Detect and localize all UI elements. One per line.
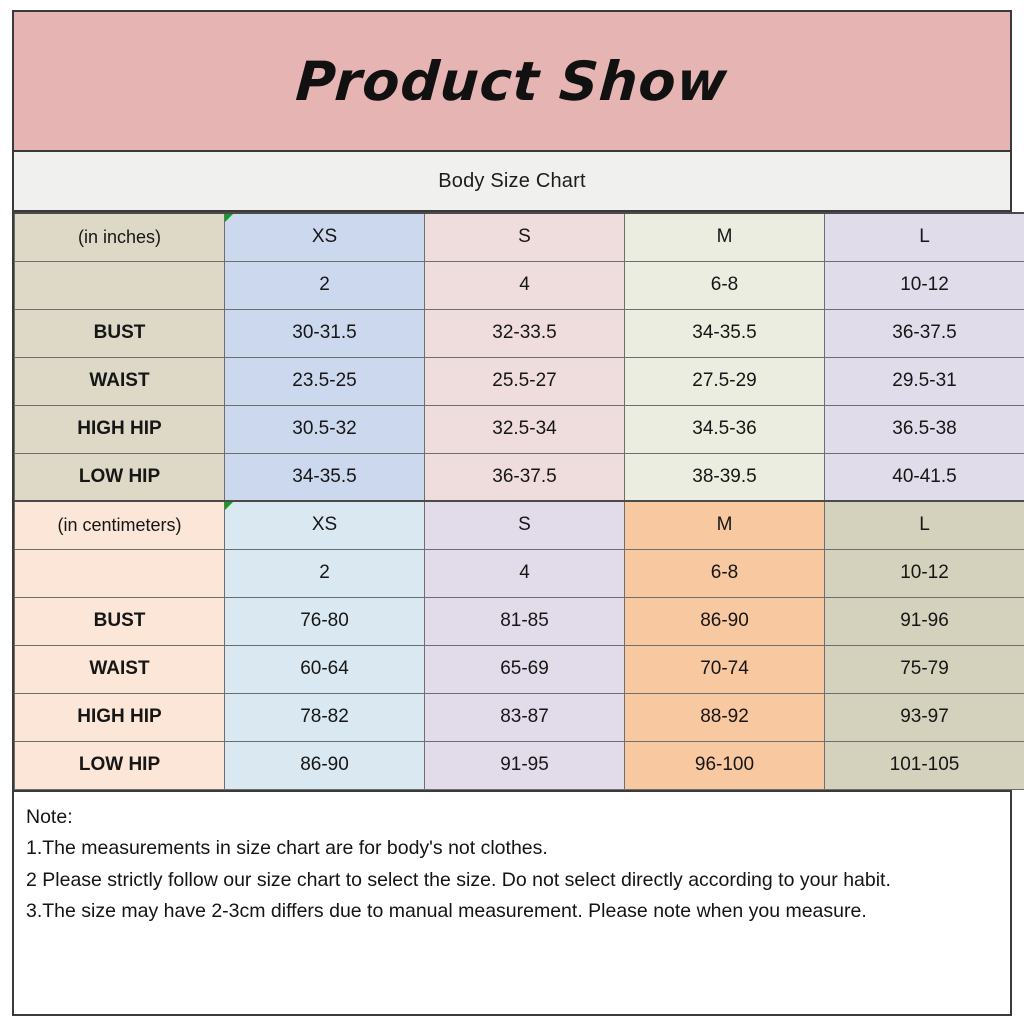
measurement-value-cell: 60-64 bbox=[224, 644, 425, 694]
measurement-label-cell: LOW HIP bbox=[14, 740, 225, 790]
measurement-value-cell: 36.5-38 bbox=[824, 404, 1024, 454]
measurement-value-cell: 27.5-29 bbox=[624, 356, 825, 406]
measurement-value-cell: 29.5-31 bbox=[824, 356, 1024, 406]
measurement-value-cell: 25.5-27 bbox=[424, 356, 625, 406]
measurement-value-cell: 75-79 bbox=[824, 644, 1024, 694]
numeric-size-cell: 10-12 bbox=[824, 548, 1024, 598]
measurement-value-cell: 83-87 bbox=[424, 692, 625, 742]
measurement-value-cell: 38-39.5 bbox=[624, 452, 825, 502]
measurement-label-cell: HIGH HIP bbox=[14, 404, 225, 454]
measurement-label-cell: BUST bbox=[14, 308, 225, 358]
measurement-value-cell: 32-33.5 bbox=[424, 308, 625, 358]
unit-label-cell-1: (in centimeters) bbox=[14, 500, 225, 550]
table-row: LOW HIP 86-90 91-95 96-100 101-105 bbox=[14, 740, 1024, 790]
numeric-size-cell: 6-8 bbox=[624, 260, 825, 310]
numeric-size-label-cell bbox=[14, 548, 225, 598]
chart-subtitle: Body Size Chart bbox=[438, 169, 586, 192]
body-size-chart-subtitle-row: Body Size Chart bbox=[14, 152, 1010, 212]
measurement-value-cell: 93-97 bbox=[824, 692, 1024, 742]
notes-heading: Note: bbox=[26, 805, 73, 828]
numeric-size-cell: 2 bbox=[224, 548, 425, 598]
measurement-value-cell: 76-80 bbox=[224, 596, 425, 646]
table-row: (in inches) XS S M L bbox=[14, 212, 1024, 262]
page-title: Product Show bbox=[293, 49, 731, 113]
measurement-value-cell: 91-96 bbox=[824, 596, 1024, 646]
table-row: 2 4 6-8 10-12 bbox=[14, 548, 1024, 598]
numeric-size-cell: 6-8 bbox=[624, 548, 825, 598]
measurement-value-cell: 36-37.5 bbox=[424, 452, 625, 502]
note-line-1: 1.The measurements in size chart are for… bbox=[26, 837, 548, 860]
measurement-value-cell: 88-92 bbox=[624, 692, 825, 742]
table-row: HIGH HIP 78-82 83-87 88-92 93-97 bbox=[14, 692, 1024, 742]
measurement-label-cell: LOW HIP bbox=[14, 452, 225, 502]
measurement-value-cell: 78-82 bbox=[224, 692, 425, 742]
size-header-cell: XS bbox=[224, 500, 425, 550]
note-line-3: 3.The size may have 2-3cm differs due to… bbox=[26, 900, 867, 923]
measurement-value-cell: 65-69 bbox=[424, 644, 625, 694]
numeric-size-cell: 4 bbox=[424, 260, 625, 310]
size-header-cell: XS bbox=[224, 212, 425, 262]
numeric-size-cell: 2 bbox=[224, 260, 425, 310]
size-table-body: (in inches) XS S M L 2 4 6-8 10-12 BUST 30-31.5 32-… bbox=[14, 212, 1024, 790]
size-header-cell: L bbox=[824, 212, 1024, 262]
table-row: BUST 76-80 81-85 86-90 91-96 bbox=[14, 596, 1024, 646]
note-line-2: 2 Please strictly follow our size chart … bbox=[26, 868, 891, 891]
table-row: HIGH HIP 30.5-32 32.5-34 34.5-36 36.5-38 bbox=[14, 404, 1024, 454]
numeric-size-cell: 4 bbox=[424, 548, 625, 598]
numeric-size-label-cell bbox=[14, 260, 225, 310]
size-header-cell: M bbox=[624, 212, 825, 262]
table-row: (in centimeters) XS S M L bbox=[14, 500, 1024, 550]
unit-label-cell-0: (in inches) bbox=[14, 212, 225, 262]
measurement-value-cell: 86-90 bbox=[224, 740, 425, 790]
table-row: 2 4 6-8 10-12 bbox=[14, 260, 1024, 310]
measurement-value-cell: 32.5-34 bbox=[424, 404, 625, 454]
measurement-value-cell: 23.5-25 bbox=[224, 356, 425, 406]
measurement-value-cell: 30-31.5 bbox=[224, 308, 425, 358]
body-size-chart-table: (in inches) XS S M L 2 4 6-8 10-12 BUST 30-31.5 32-… bbox=[14, 212, 1024, 790]
table-row: BUST 30-31.5 32-33.5 34-35.5 36-37.5 bbox=[14, 308, 1024, 358]
size-chart-sheet: Product Show Body Size Chart (in inches)… bbox=[12, 10, 1024, 1016]
measurement-value-cell: 36-37.5 bbox=[824, 308, 1024, 358]
numeric-size-cell: 10-12 bbox=[824, 260, 1024, 310]
product-show-banner: Product Show bbox=[14, 12, 1010, 152]
measurement-value-cell: 30.5-32 bbox=[224, 404, 425, 454]
size-header-cell: S bbox=[424, 500, 625, 550]
measurement-value-cell: 34-35.5 bbox=[224, 452, 425, 502]
measurement-value-cell: 81-85 bbox=[424, 596, 625, 646]
measurement-value-cell: 34-35.5 bbox=[624, 308, 825, 358]
table-row: WAIST 60-64 65-69 70-74 75-79 bbox=[14, 644, 1024, 694]
measurement-value-cell: 91-95 bbox=[424, 740, 625, 790]
measurement-value-cell: 40-41.5 bbox=[824, 452, 1024, 502]
measurement-label-cell: BUST bbox=[14, 596, 225, 646]
size-header-cell: S bbox=[424, 212, 625, 262]
measurement-label-cell: HIGH HIP bbox=[14, 692, 225, 742]
measurement-value-cell: 70-74 bbox=[624, 644, 825, 694]
measurement-value-cell: 86-90 bbox=[624, 596, 825, 646]
measurement-value-cell: 101-105 bbox=[824, 740, 1024, 790]
table-row: WAIST 23.5-25 25.5-27 27.5-29 29.5-31 bbox=[14, 356, 1024, 406]
measurement-value-cell: 96-100 bbox=[624, 740, 825, 790]
measurement-value-cell: 34.5-36 bbox=[624, 404, 825, 454]
measurement-label-cell: WAIST bbox=[14, 356, 225, 406]
table-row: LOW HIP 34-35.5 36-37.5 38-39.5 40-41.5 bbox=[14, 452, 1024, 502]
notes-block: Note: 1.The measurements in size chart a… bbox=[14, 789, 1010, 1015]
measurement-label-cell: WAIST bbox=[14, 644, 225, 694]
size-header-cell: M bbox=[624, 500, 825, 550]
size-header-cell: L bbox=[824, 500, 1024, 550]
